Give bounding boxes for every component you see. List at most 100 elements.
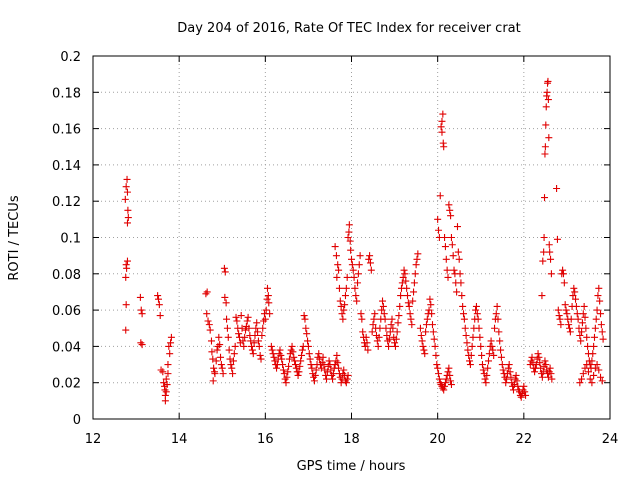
data-point <box>454 248 462 256</box>
data-point <box>331 243 339 251</box>
data-point <box>237 312 245 320</box>
data-point <box>407 315 415 323</box>
data-point <box>378 306 386 314</box>
data-point <box>447 212 455 220</box>
data-point <box>365 255 373 263</box>
data-point <box>123 264 131 272</box>
data-point <box>361 342 369 350</box>
data-point <box>576 332 584 340</box>
data-point <box>205 321 213 329</box>
data-point <box>477 342 485 350</box>
data-point <box>478 351 486 359</box>
data-point <box>403 284 411 292</box>
data-point <box>464 346 472 354</box>
data-point <box>425 306 433 314</box>
data-point <box>416 324 424 332</box>
data-point <box>230 350 238 358</box>
data-point <box>252 324 260 332</box>
data-point <box>302 324 310 332</box>
data-point <box>527 357 535 365</box>
data-point <box>432 351 440 359</box>
data-point <box>137 306 145 314</box>
data-point <box>453 288 461 296</box>
x-tick-label: 18 <box>343 432 360 447</box>
data-point <box>388 315 396 323</box>
data-point <box>557 321 565 329</box>
y-tick-label: 0 <box>73 413 81 428</box>
data-point <box>493 302 501 310</box>
data-point <box>123 257 131 265</box>
data-point <box>446 371 454 379</box>
data-point <box>245 324 253 332</box>
data-point <box>462 332 470 340</box>
data-point <box>597 310 605 318</box>
data-point <box>441 234 449 241</box>
data-point <box>511 375 519 383</box>
data-point <box>122 326 130 334</box>
data-point <box>472 302 480 310</box>
data-point <box>517 393 525 401</box>
data-point <box>350 273 358 281</box>
data-point <box>364 346 372 354</box>
data-point <box>311 371 319 379</box>
data-point <box>264 292 272 300</box>
data-point <box>261 315 269 323</box>
data-point <box>567 315 575 323</box>
data-point <box>209 377 217 385</box>
data-point <box>289 348 297 356</box>
data-point <box>164 370 172 378</box>
data-point <box>206 326 214 334</box>
data-point <box>402 277 410 285</box>
data-point <box>285 362 293 370</box>
data-point <box>581 364 589 372</box>
x-tick-label: 20 <box>429 432 446 447</box>
data-point <box>288 342 296 350</box>
data-points <box>121 77 607 405</box>
data-point <box>386 328 394 336</box>
data-point <box>489 346 497 354</box>
data-point <box>340 306 348 314</box>
data-point <box>166 350 174 358</box>
data-point <box>498 361 506 369</box>
data-point <box>277 351 285 359</box>
data-point <box>589 350 597 358</box>
data-point <box>282 379 290 387</box>
data-point <box>124 214 132 222</box>
data-point <box>460 315 468 323</box>
data-point <box>566 324 574 332</box>
data-point <box>475 324 483 332</box>
data-point <box>577 337 585 345</box>
data-point <box>545 134 553 142</box>
data-point <box>333 351 341 359</box>
data-point <box>436 192 444 200</box>
data-point <box>279 361 287 369</box>
data-point <box>212 357 220 365</box>
data-point <box>300 312 308 320</box>
data-point <box>482 379 490 387</box>
data-point <box>547 270 555 278</box>
x-axis-label: GPS time / hours <box>297 459 406 474</box>
data-point <box>479 366 487 374</box>
y-tick-label: 0.04 <box>52 340 81 355</box>
data-point <box>284 368 292 376</box>
data-point <box>241 333 249 341</box>
data-point <box>354 279 362 287</box>
data-point <box>468 342 476 350</box>
data-point <box>422 328 430 336</box>
data-point <box>466 361 474 369</box>
data-point <box>164 361 172 369</box>
data-point <box>250 339 258 347</box>
data-point <box>548 375 556 383</box>
data-point <box>342 284 350 292</box>
data-point <box>229 370 237 378</box>
data-point <box>408 321 416 329</box>
data-point <box>574 315 582 323</box>
data-point <box>547 255 555 263</box>
data-point <box>204 317 212 325</box>
data-point <box>203 288 211 296</box>
data-point <box>584 368 592 376</box>
data-point <box>467 351 475 359</box>
data-point <box>506 368 514 376</box>
data-point <box>588 379 596 387</box>
data-point <box>542 103 550 111</box>
